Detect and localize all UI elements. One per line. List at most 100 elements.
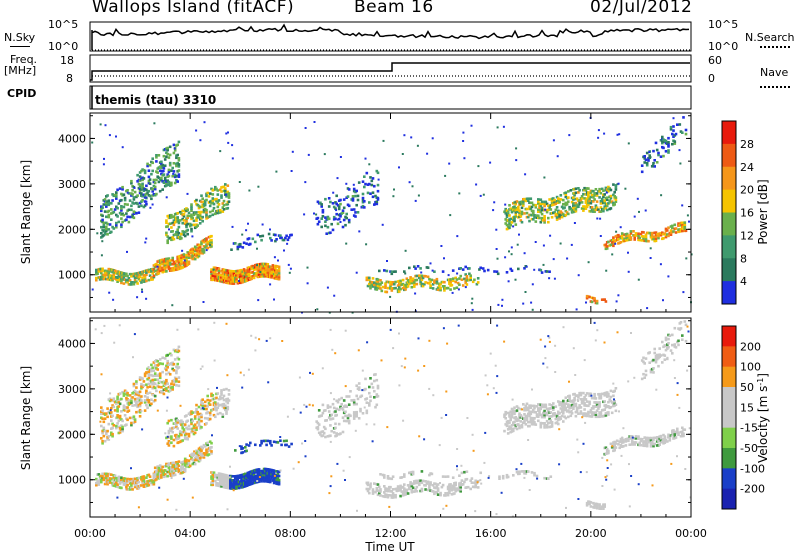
heatmap-cell [420, 274, 424, 278]
heatmap-cell [101, 206, 104, 209]
heatmap-cell [380, 281, 384, 284]
heatmap-cell [148, 391, 152, 395]
heatmap-cell [190, 209, 193, 212]
heatmap-cell [143, 204, 147, 207]
heatmap-cell [517, 419, 520, 422]
heatmap-cell [269, 480, 272, 484]
heatmap-cell [227, 200, 231, 203]
heatmap-cell [107, 203, 111, 207]
heatmap-cell [506, 212, 510, 216]
heatmap-cell [574, 402, 578, 406]
heatmap-cell [143, 409, 147, 412]
heatmap-cell [217, 199, 221, 202]
heatmap-cell [579, 199, 583, 202]
heatmap-cell [668, 436, 672, 440]
heatmap-cell [580, 197, 584, 200]
heatmap-cell [608, 199, 611, 203]
heatmap-cell [443, 257, 445, 260]
cpid-label: CPID [7, 87, 37, 100]
heatmap-cell [398, 286, 401, 289]
heatmap-cell [224, 187, 227, 190]
heatmap-cell [165, 221, 168, 224]
heatmap-cell [506, 411, 510, 415]
heatmap-cell [603, 205, 606, 208]
heatmap-cell [629, 230, 633, 233]
heatmap-cell [344, 410, 347, 414]
heatmap-cell [527, 470, 530, 473]
heatmap-cell [138, 404, 142, 408]
heatmap-cell [270, 239, 273, 242]
heatmap-cell [619, 226, 622, 229]
heatmap-cell [471, 308, 474, 311]
heatmap-cell [231, 225, 234, 228]
heatmap-cell [602, 207, 605, 211]
heatmap-cell [555, 195, 559, 199]
heatmap-cell [587, 195, 590, 198]
heatmap-cell [463, 157, 466, 160]
heatmap-cell [172, 438, 176, 442]
heatmap-cell [270, 276, 273, 279]
heatmap-cell [225, 474, 228, 477]
heatmap-cell [350, 399, 353, 402]
heatmap-cell [469, 276, 472, 280]
heatmap-cell [426, 275, 430, 279]
heatmap-cell [456, 281, 460, 285]
heatmap-cell [470, 481, 474, 484]
heatmap-cell [604, 393, 608, 397]
heatmap-cell [595, 403, 599, 406]
heatmap-cell [166, 359, 169, 363]
heatmap-cell [450, 283, 454, 287]
heatmap-cell [166, 148, 169, 152]
heatmap-cell [564, 402, 568, 406]
heatmap-cell [158, 169, 162, 173]
heatmap-cell [449, 284, 452, 287]
heatmap-cell [369, 176, 372, 179]
heatmap-cell [612, 240, 615, 243]
heatmap-cell [366, 341, 369, 344]
heatmap-cell [604, 414, 608, 417]
heatmap-cell [624, 440, 628, 443]
heatmap-cell [463, 277, 466, 281]
heatmap-cell [606, 474, 609, 477]
heatmap-cell [115, 223, 118, 227]
heatmap-cell [188, 251, 192, 254]
heatmap-cell [557, 197, 560, 200]
heatmap-cell [103, 198, 107, 201]
heatmap-cell [167, 431, 171, 435]
heatmap-cell [113, 269, 117, 272]
heatmap-cell [434, 482, 437, 486]
heatmap-cell [435, 277, 439, 281]
heatmap-cell [531, 388, 533, 391]
heatmap-cell [376, 171, 380, 175]
heatmap-cell [568, 205, 571, 209]
heatmap-cell [340, 396, 343, 400]
heatmap-cell [172, 219, 176, 222]
heatmap-cell [115, 135, 117, 138]
nsearch-line-key [760, 46, 790, 48]
heatmap-cell [489, 161, 492, 164]
heatmap-cell [200, 426, 203, 429]
heatmap-cell [347, 204, 351, 208]
heatmap-cell [266, 271, 270, 274]
heatmap-cell [588, 394, 591, 398]
heatmap-cell [588, 402, 591, 406]
colorbar-tick-label: 4 [740, 275, 747, 288]
heatmap-cell [613, 190, 616, 194]
heatmap-cell [166, 235, 169, 238]
heatmap-cell [394, 270, 397, 273]
heatmap-cell [272, 469, 276, 472]
heatmap-cell [166, 396, 169, 399]
heatmap-cell [430, 472, 434, 476]
heatmap-cell [517, 267, 520, 271]
heatmap-cell [459, 488, 462, 491]
heatmap-cell [219, 150, 222, 153]
heatmap-cell [599, 413, 603, 416]
heatmap-cell [603, 298, 606, 301]
heatmap-cell [203, 201, 207, 205]
heatmap-cell [496, 257, 499, 260]
heatmap-cell [330, 429, 333, 433]
heatmap-cell [335, 399, 338, 403]
heatmap-cell [260, 238, 263, 242]
heatmap-cell [599, 396, 603, 400]
heatmap-cell [376, 386, 380, 390]
